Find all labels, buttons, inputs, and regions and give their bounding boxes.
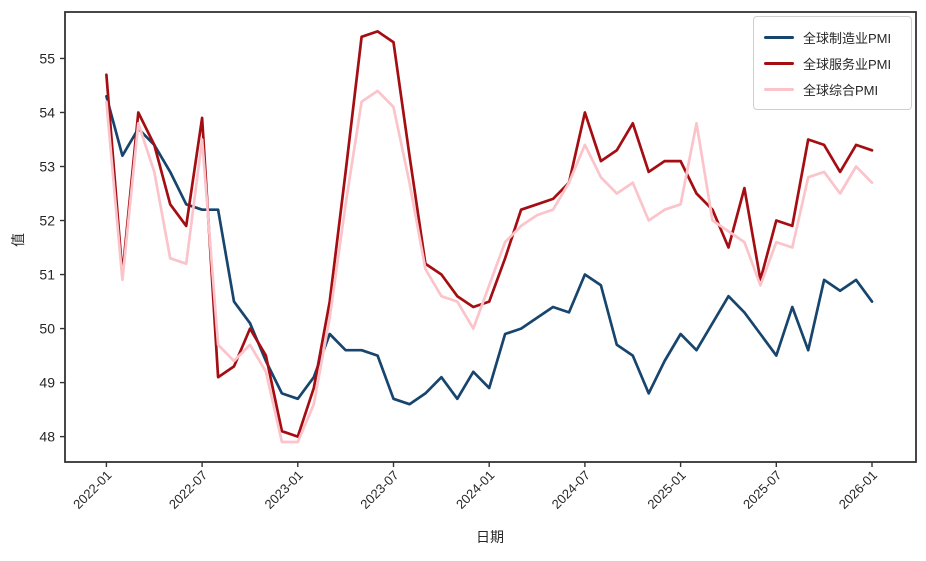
x-tick-label: 2025-07	[740, 468, 784, 512]
y-tick-label: 55	[39, 50, 55, 66]
legend-label-composite: 全球综合PMI	[803, 82, 879, 98]
legend-line-swatch-composite	[764, 87, 794, 91]
x-tick-label: 2024-01	[453, 468, 497, 512]
x-tick-label: 2024-07	[549, 468, 593, 512]
x-axis-title: 日期	[476, 529, 504, 545]
legend-item-manufacturing: 全球制造业PMI	[764, 24, 901, 50]
legend-label-services: 全球服务业PMI	[803, 56, 892, 72]
legend-label-manufacturing: 全球制造业PMI	[803, 30, 892, 46]
y-tick-label: 48	[39, 429, 55, 445]
series-line-0	[105, 94, 874, 406]
x-tick-label: 2022-01	[70, 468, 114, 512]
series-line-1	[105, 30, 874, 438]
y-tick-label: 50	[39, 321, 55, 337]
y-tick-label: 53	[39, 159, 55, 175]
y-tick-label: 54	[39, 104, 55, 120]
chart-legend: 全球制造业PMI 全球服务业PMI 全球综合PMI	[753, 16, 912, 110]
x-tick-label: 2025-01	[644, 468, 688, 512]
x-tick-label: 2023-01	[262, 468, 306, 512]
x-tick-label: 2022-07	[166, 468, 210, 512]
legend-line-swatch-manufacturing	[764, 35, 794, 39]
x-axis: 2022-01 2022-07 2023-01 2023-07 2024-01 2024-…	[70, 462, 880, 512]
x-tick-label: 2023-07	[357, 468, 401, 512]
legend-line-swatch-services	[764, 61, 794, 65]
y-tick-label: 49	[39, 375, 55, 391]
legend-item-services: 全球服务业PMI	[764, 50, 901, 76]
series-line-2	[105, 89, 874, 444]
plot-border	[64, 11, 917, 463]
legend-item-composite: 全球综合PMI	[764, 76, 901, 102]
y-tick-label: 51	[39, 267, 55, 283]
x-tick-label: 2026-01	[836, 468, 880, 512]
y-tick-label: 52	[39, 213, 55, 229]
y-axis: 48 49 50 51 52 53 54 55	[39, 50, 65, 445]
y-axis-title: 值	[10, 233, 26, 247]
